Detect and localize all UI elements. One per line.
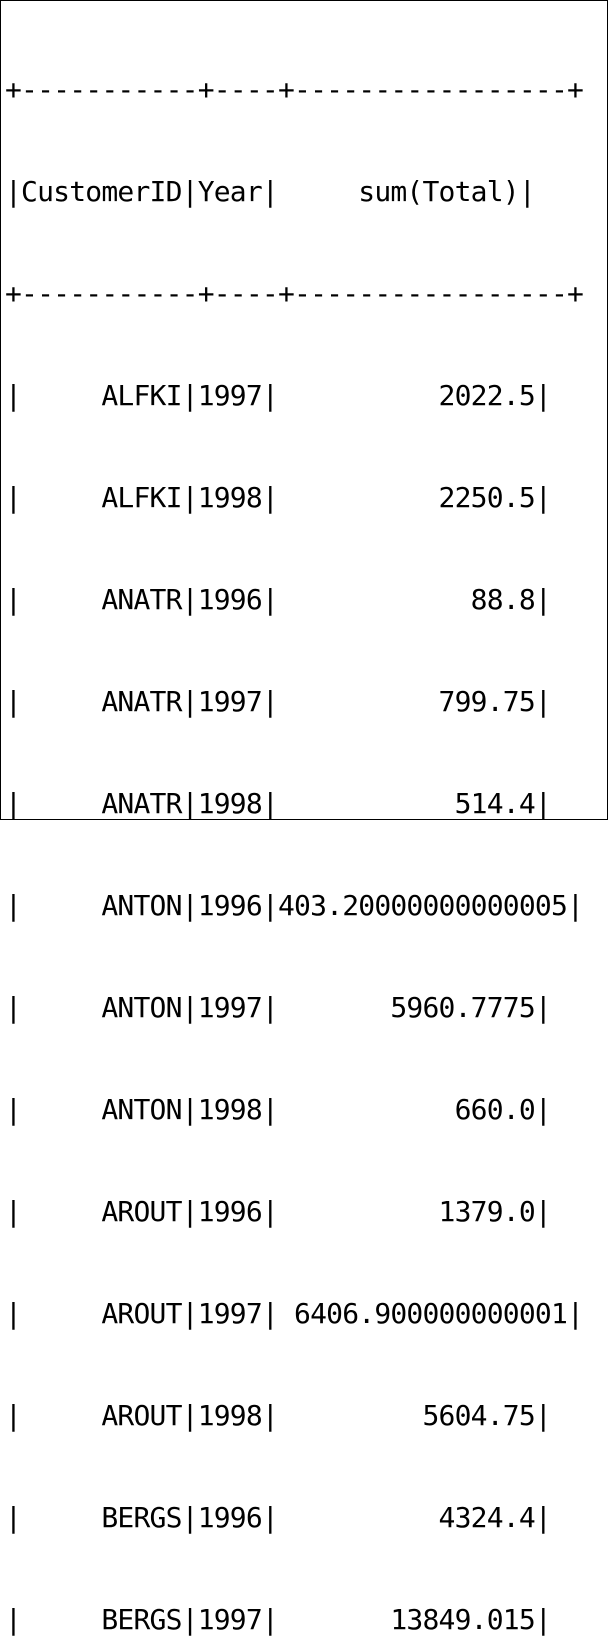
table-row: | AROUT|1997| 6406.900000000001|	[5, 1297, 584, 1330]
table-row: | AROUT|1996| 1379.0|	[5, 1195, 552, 1228]
table-row: | BERGS|1997| 13849.015|	[5, 1603, 552, 1636]
table-row: | ANATR|1996| 88.8|	[5, 583, 552, 616]
table-row: | ANATR|1997| 799.75|	[5, 685, 552, 718]
table-header-border: +-----------+----+-----------------+	[5, 277, 584, 310]
table-top-border: +-----------+----+-----------------+	[5, 73, 584, 106]
query-result-table: +-----------+----+-----------------+ |Cu…	[5, 5, 584, 1640]
table-row: | ANTON|1997| 5960.7775|	[5, 991, 552, 1024]
table-row: | AROUT|1998| 5604.75|	[5, 1399, 552, 1432]
table-row: | ALFKI|1998| 2250.5|	[5, 481, 552, 514]
table-row: | ANTON|1996|403.20000000000005|	[5, 889, 584, 922]
table-row: | ALFKI|1997| 2022.5|	[5, 379, 552, 412]
table-row: | ANTON|1998| 660.0|	[5, 1093, 552, 1126]
table-row: | BERGS|1996| 4324.4|	[5, 1501, 552, 1534]
table-row: | ANATR|1998| 514.4|	[5, 787, 552, 820]
table-header-row: |CustomerID|Year| sum(Total)|	[5, 175, 536, 208]
